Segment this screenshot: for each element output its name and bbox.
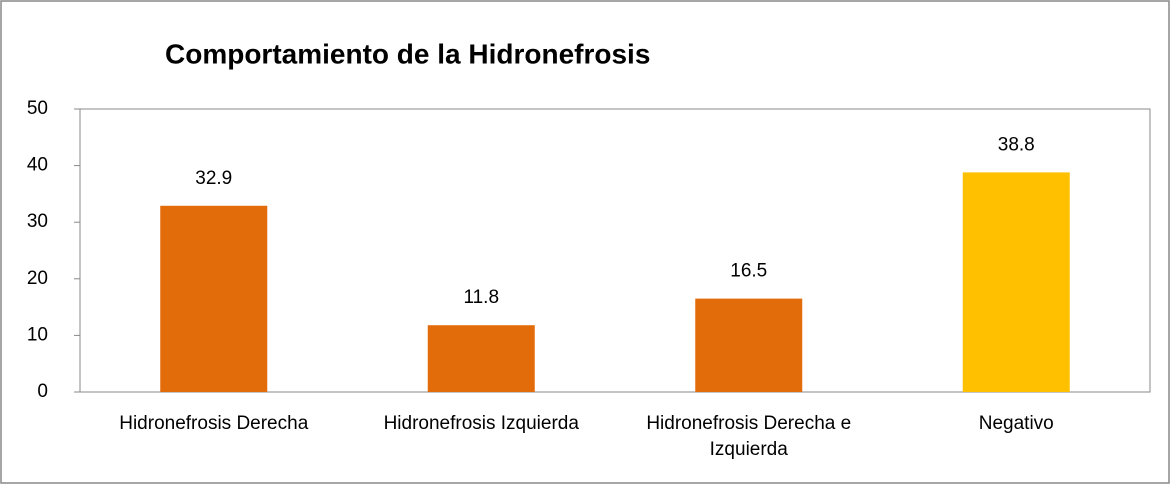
chart-title: Comportamiento de la Hidronefrosis (165, 38, 650, 69)
y-tick-label: 40 (27, 155, 48, 176)
x-tick-label: Hidronefrosis Derecha (119, 413, 309, 434)
value-label: 11.8 (463, 287, 499, 308)
x-tick-label-box: Hidronefrosis Izquierda (383, 413, 579, 434)
x-tick-label: Hidronefrosis Derecha e Izquierda (646, 413, 852, 460)
x-tick-label: Negativo (978, 413, 1054, 434)
bar (695, 298, 803, 392)
plot-area (79, 108, 1151, 393)
x-tick-label-box: Hidronefrosis Derecha e Izquierda (646, 413, 852, 460)
bar (962, 172, 1070, 392)
x-tick-label-box: Hidronefrosis Derecha (119, 413, 309, 434)
x-tick-label-box: Negativo (978, 413, 1054, 434)
y-tick-label: 50 (27, 98, 48, 119)
y-tick-label: 30 (27, 211, 48, 232)
bar (160, 205, 268, 392)
y-tick-label: 10 (27, 324, 48, 345)
x-tick-label: Hidronefrosis Izquierda (383, 413, 579, 434)
value-label: 32.9 (195, 168, 232, 189)
value-label: 38.8 (998, 134, 1035, 155)
bar (427, 325, 535, 392)
y-tick-label: 0 (37, 381, 48, 402)
y-tick-label: 20 (27, 268, 48, 289)
value-label: 16.5 (730, 261, 767, 282)
